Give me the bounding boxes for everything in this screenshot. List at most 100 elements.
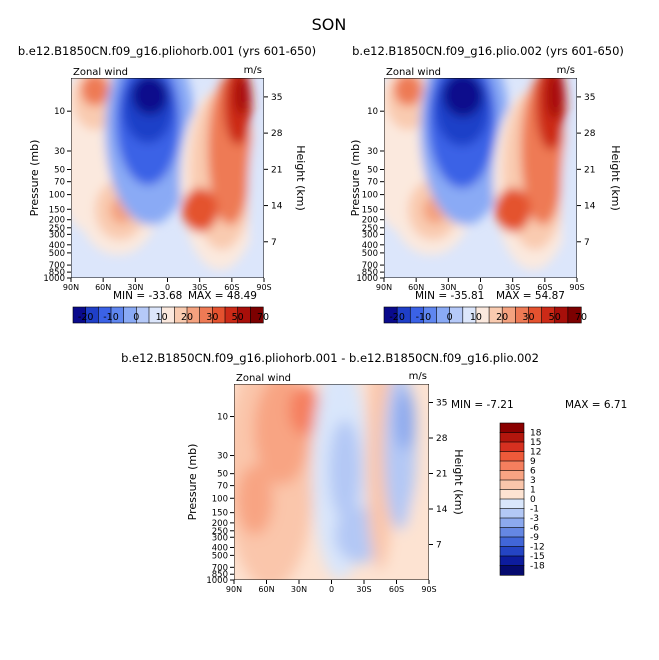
colorbar-swatch bbox=[250, 306, 264, 324]
panel-3-field bbox=[234, 384, 429, 580]
panel-1-max: MAX = 48.49 bbox=[188, 290, 257, 302]
colorbar-label: 18 bbox=[530, 429, 542, 439]
lat-tick-label: 60S bbox=[537, 283, 552, 292]
colorbar-label: -18 bbox=[530, 562, 545, 572]
colorbar-swatch bbox=[499, 498, 525, 510]
panel-3-units: m/s bbox=[409, 371, 427, 382]
lat-tick-label: 90N bbox=[226, 585, 242, 594]
lat-tick-label: 90S bbox=[421, 585, 436, 594]
panel-2-height-ticks: 35 28 21 14 7 bbox=[577, 93, 596, 248]
lat-tick-label: 30N bbox=[291, 585, 307, 594]
panel-3-min: MIN = -7.21 bbox=[451, 399, 514, 411]
colorbar-swatch bbox=[499, 422, 525, 434]
pressure-tick-label: 100 bbox=[49, 191, 65, 201]
pressure-tick-label: 70 bbox=[54, 178, 65, 188]
field-blob bbox=[546, 78, 564, 119]
colorbar-label: 0 bbox=[530, 495, 536, 505]
colorbar-label: 0 bbox=[447, 312, 453, 323]
lat-tick-label: 30S bbox=[192, 283, 207, 292]
lat-tick-label: 60S bbox=[224, 283, 239, 292]
panel-1-height-ticks: 35 28 21 14 7 bbox=[264, 93, 283, 248]
panel-1-min: MIN = -33.68 bbox=[113, 290, 182, 302]
panel-1-colorbar: -20 -10 0 10 20 30 50 70 bbox=[72, 306, 269, 324]
pressure-tick-label: 850 bbox=[212, 570, 228, 580]
colorbar-label: 10 bbox=[156, 312, 168, 323]
field-blob bbox=[81, 78, 109, 106]
pressure-tick-label: 200 bbox=[362, 216, 378, 226]
lat-tick-label: 30N bbox=[440, 283, 456, 292]
height-tick-label: 35 bbox=[436, 399, 447, 409]
height-tick-label: 21 bbox=[584, 165, 595, 175]
colorbar-label: -20 bbox=[389, 312, 405, 323]
pressure-tick-label: 300 bbox=[49, 230, 65, 240]
field-blob bbox=[394, 78, 422, 106]
colorbar-swatch bbox=[499, 565, 525, 576]
pressure-tick-label: 300 bbox=[212, 533, 228, 543]
field-blob bbox=[182, 188, 218, 232]
colorbar-swatch bbox=[499, 508, 525, 519]
lat-tick-label: 30S bbox=[356, 585, 371, 594]
panel-1-lat-ticks: 90N 60N 30N 0 30S 60S 90S bbox=[63, 278, 272, 292]
panel-2: b.e12.B1850CN.f09_g16.plio.002 (yrs 601-… bbox=[349, 44, 624, 324]
colorbar-label: -1 bbox=[530, 505, 539, 515]
colorbar-label: 70 bbox=[575, 312, 587, 323]
pressure-tick-label: 50 bbox=[54, 165, 65, 175]
panel-2-field bbox=[384, 78, 577, 278]
pressure-tick-label: 50 bbox=[367, 165, 378, 175]
colorbar-label: 70 bbox=[257, 312, 269, 323]
pressure-tick-label: 400 bbox=[362, 241, 378, 251]
panel-2-title: b.e12.B1850CN.f09_g16.plio.002 (yrs 601-… bbox=[352, 44, 624, 58]
panel-2-colorbar: -20 -10 0 10 20 30 50 70 bbox=[383, 306, 587, 324]
colorbar-label: 1 bbox=[530, 486, 536, 496]
pressure-tick-label: 10 bbox=[54, 107, 65, 117]
panel-3-title: b.e12.B1850CN.f09_g16.pliohorb.001 - b.e… bbox=[121, 351, 539, 365]
field-blob bbox=[395, 390, 415, 450]
colorbar-swatch bbox=[499, 527, 525, 538]
pressure-tick-label: 500 bbox=[362, 249, 378, 259]
panel-2-left-label: Zonal wind bbox=[386, 67, 441, 78]
field-blob bbox=[248, 120, 264, 278]
lat-tick-label: 0 bbox=[165, 283, 170, 292]
pressure-tick-label: 200 bbox=[49, 216, 65, 226]
height-tick-label: 14 bbox=[271, 202, 283, 212]
pressure-tick-label: 700 bbox=[212, 563, 228, 573]
pressure-tick-label: 30 bbox=[367, 147, 378, 157]
pressure-tick-label: 10 bbox=[217, 413, 228, 423]
colorbar-label: 9 bbox=[530, 457, 536, 467]
pressure-tick-label: 700 bbox=[362, 261, 378, 271]
pressure-tick-label: 500 bbox=[49, 249, 65, 259]
panel-1-units: m/s bbox=[244, 65, 262, 76]
lat-tick-label: 60N bbox=[258, 585, 274, 594]
panel-2-ylabel-right: Height (km) bbox=[609, 145, 622, 211]
colorbar-swatch bbox=[567, 306, 582, 324]
height-tick-label: 28 bbox=[271, 129, 283, 139]
field-blob bbox=[408, 490, 429, 570]
colorbar-swatch bbox=[499, 536, 525, 548]
colorbar-swatch bbox=[499, 489, 525, 500]
height-tick-label: 7 bbox=[271, 238, 277, 248]
colorbar-label: 30 bbox=[206, 312, 218, 323]
pressure-tick-label: 400 bbox=[212, 543, 228, 553]
pressure-tick-label: 100 bbox=[212, 494, 228, 504]
pressure-tick-label: 850 bbox=[362, 268, 378, 278]
colorbar-label: -9 bbox=[530, 533, 539, 543]
pressure-tick-label: 250 bbox=[49, 224, 65, 234]
pressure-tick-label: 70 bbox=[367, 178, 378, 188]
lat-tick-label: 0 bbox=[329, 585, 334, 594]
lat-tick-label: 90S bbox=[256, 283, 271, 292]
panel-2-max: MAX = 54.87 bbox=[496, 290, 565, 302]
field-blob bbox=[234, 78, 250, 115]
lat-tick-label: 30N bbox=[127, 283, 143, 292]
panel-3-left-label: Zonal wind bbox=[236, 373, 291, 384]
field-blob bbox=[329, 420, 361, 520]
height-tick-label: 14 bbox=[584, 202, 596, 212]
panel-3-ylabel: Pressure (mb) bbox=[186, 444, 199, 521]
colorbar-label: 15 bbox=[530, 438, 541, 448]
height-tick-label: 35 bbox=[271, 93, 282, 103]
lat-tick-label: 60S bbox=[389, 585, 404, 594]
colorbar-label: 6 bbox=[530, 467, 536, 477]
colorbar-swatch bbox=[499, 451, 525, 462]
figure-title: SON bbox=[312, 15, 347, 34]
